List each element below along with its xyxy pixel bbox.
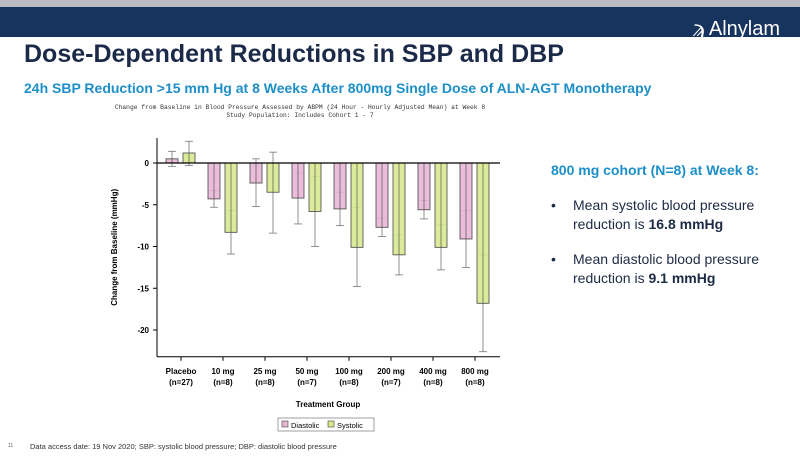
- bullet-icon: •: [551, 197, 556, 213]
- x-tick-label: 10 mg: [211, 367, 234, 376]
- bullet-icon: •: [551, 251, 556, 267]
- y-tick-label: 0: [145, 159, 150, 168]
- legend-box: [277, 417, 375, 432]
- legend-label-diastolic: Diastolic: [291, 421, 320, 430]
- y-tick-label: -10: [137, 243, 149, 252]
- page-subtitle: 24h SBP Reduction >15 mm Hg at 8 Weeks A…: [24, 80, 652, 96]
- x-tick-n-label: (n=8): [255, 378, 275, 387]
- panel-heading: 800 mg cohort (N=8) at Week 8:: [551, 162, 759, 178]
- x-tick-label: Placebo: [166, 367, 197, 376]
- top-strip: [0, 0, 800, 7]
- y-tick-label: -15: [137, 284, 149, 293]
- header-banner: ϡ Alnylam: [0, 7, 800, 42]
- x-tick-n-label: (n=27): [169, 378, 193, 387]
- x-tick-label: 50 mg: [295, 367, 318, 376]
- logo-text: Alnylam: [708, 18, 780, 40]
- x-tick-label: 400 mg: [419, 367, 447, 376]
- bullet-text: Mean systolic blood pressure reduction i…: [573, 197, 755, 232]
- legend-swatch-diastolic: [281, 420, 289, 428]
- y-tick-label: -5: [142, 201, 150, 210]
- summary-panel: 800 mg cohort (N=8) at Week 8: • Mean sys…: [551, 162, 791, 304]
- chart-subtitle: Study Population: Includes Cohort 1 - 7: [226, 112, 374, 119]
- x-tick-label: 25 mg: [253, 367, 276, 376]
- page-title: Dose-Dependent Reductions in SBP and DBP: [24, 40, 564, 68]
- x-tick-n-label: (n=7): [381, 378, 401, 387]
- alnylam-logo: ϡ Alnylam: [692, 17, 780, 42]
- legend-swatch-systolic: [327, 420, 335, 428]
- y-tick-label: -20: [137, 326, 149, 335]
- y-axis-label: Change from Baseline (mmHg): [110, 189, 119, 306]
- chart-title-line: Change from Baseline in Blood Pressure A…: [114, 104, 486, 111]
- x-tick-n-label: (n=7): [297, 378, 317, 387]
- x-tick-label: 100 mg: [335, 367, 363, 376]
- bullet-systolic: • Mean systolic blood pressure reduction …: [551, 196, 791, 234]
- x-tick-n-label: (n=8): [423, 378, 443, 387]
- x-tick-n-label: (n=8): [339, 378, 359, 387]
- x-tick-n-label: (n=8): [213, 378, 233, 387]
- page-number: 11: [8, 443, 14, 449]
- bullet-value: 16.8 mmHg: [648, 216, 724, 232]
- bullet-text: Mean diastolic blood pressure reduction …: [573, 251, 759, 286]
- x-axis-label: Treatment Group: [296, 400, 361, 409]
- bullet-diastolic: • Mean diastolic blood pressure reduction…: [551, 250, 791, 288]
- chart-title: Change from Baseline in Blood Pressure A…: [90, 104, 510, 120]
- legend-label-systolic: Systolic: [337, 421, 363, 430]
- logo-mark-icon: ϡ: [692, 17, 705, 42]
- x-tick-label: 200 mg: [377, 367, 405, 376]
- x-tick-label: 800 mg: [461, 367, 489, 376]
- footnote: Data access date: 19 Nov 2020; SBP: syst…: [30, 442, 337, 451]
- bullet-value: 9.1 mmHg: [648, 270, 716, 286]
- x-tick-n-label: (n=8): [465, 378, 485, 387]
